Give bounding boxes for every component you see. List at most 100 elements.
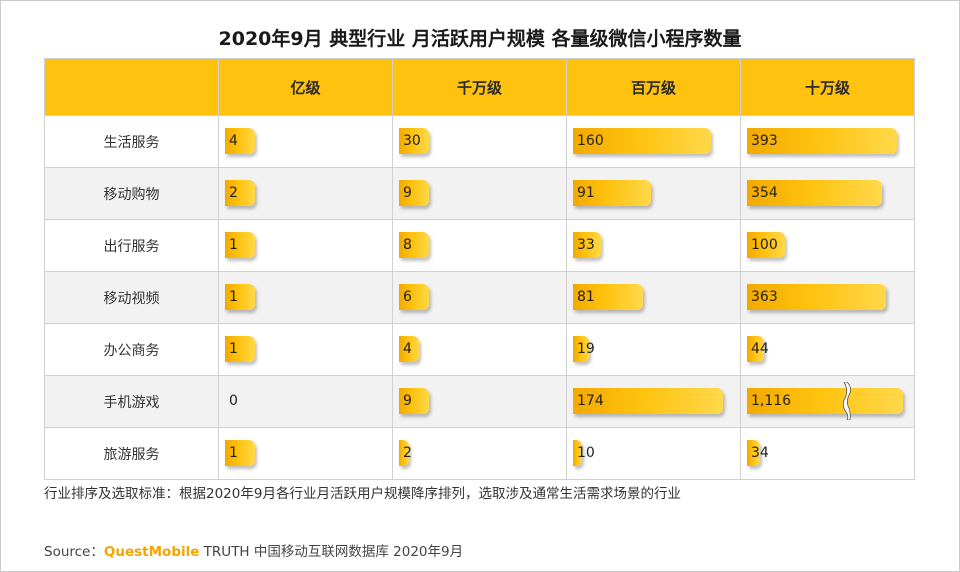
value-label: 363 [751, 289, 778, 305]
table-row: 手机游戏 0 9 174 1,116 [44, 375, 915, 428]
row-category-label: 旅游服务 [44, 427, 219, 480]
table-body: 生活服务 4 30 160 393 移动购物 2 9 91 354 出行服务 1 8 33 100 移动视频 1… [44, 115, 915, 480]
value-cell: 10 [566, 427, 741, 480]
value-label: 8 [403, 237, 412, 253]
axis-break-icon [842, 382, 851, 420]
chart-title: 2020年9月 典型行业 月活跃用户规模 各量级微信小程序数量 [218, 28, 742, 50]
value-bar [225, 440, 255, 466]
value-label: 1 [229, 341, 238, 357]
value-label: 81 [577, 289, 595, 305]
value-bar [573, 388, 723, 414]
value-bar [573, 336, 590, 362]
value-cell: 6 [392, 271, 567, 324]
value-cell: 2 [218, 167, 393, 220]
value-bar [225, 232, 255, 258]
value-bar [399, 180, 429, 206]
source-line: Source：QuestMobile TRUTH 中国移动互联网数据库 2020… [44, 540, 463, 560]
value-bar [225, 336, 255, 362]
column-header: 十万级 [740, 58, 915, 116]
value-cell: 2 [392, 427, 567, 480]
value-cell: 354 [740, 167, 915, 220]
header-row: 亿级 千万级 百万级 十万级 [44, 58, 915, 116]
value-cell: 9 [392, 375, 567, 428]
value-cell: 34 [740, 427, 915, 480]
value-label: 174 [577, 393, 604, 409]
value-bar [747, 336, 764, 362]
value-cell: 1 [218, 271, 393, 324]
value-label: 2 [403, 445, 412, 461]
value-label: 9 [403, 185, 412, 201]
value-bar [747, 180, 883, 206]
value-cell: 30 [392, 115, 567, 168]
row-category-label: 手机游戏 [44, 375, 219, 428]
value-bar [399, 128, 429, 154]
value-label: 9 [403, 393, 412, 409]
row-category-label: 出行服务 [44, 219, 219, 272]
value-cell: 81 [566, 271, 741, 324]
row-category-label: 移动购物 [44, 167, 219, 220]
data-table: 亿级 千万级 百万级 十万级 生活服务 4 30 160 393 移动购物 2 9 91 354 出… [44, 58, 915, 480]
column-header: 千万级 [392, 58, 567, 116]
value-label: 160 [577, 133, 604, 149]
value-bar [573, 440, 582, 466]
value-bar [399, 388, 429, 414]
value-cell: 44 [740, 323, 915, 376]
value-cell: 1,116 [740, 375, 915, 428]
value-cell: 363 [740, 271, 915, 324]
value-cell: 1 [218, 323, 393, 376]
brand-name: QuestMobile [103, 544, 200, 560]
value-label: 1 [229, 237, 238, 253]
value-bar [747, 284, 886, 310]
table-row: 办公商务 1 4 19 44 [44, 323, 915, 376]
value-label: 10 [577, 445, 595, 461]
value-bar [225, 284, 255, 310]
column-header: 亿级 [218, 58, 393, 116]
value-label: 6 [403, 289, 412, 305]
value-bar [225, 128, 255, 154]
value-label: 4 [403, 341, 412, 357]
corner-header [44, 58, 219, 116]
value-cell: 0 [218, 375, 393, 428]
value-label: 19 [577, 341, 595, 357]
source-suffix: TRUTH 中国移动互联网数据库 2020年9月 [199, 544, 464, 560]
value-bar [573, 128, 711, 154]
value-bar [747, 232, 786, 258]
value-label: 33 [577, 237, 595, 253]
value-label: 34 [751, 445, 769, 461]
value-label: 100 [751, 237, 778, 253]
value-cell: 4 [392, 323, 567, 376]
value-bar [573, 284, 643, 310]
value-label: 1 [229, 289, 238, 305]
table-row: 旅游服务 1 2 10 34 [44, 427, 915, 480]
value-label: 44 [751, 341, 769, 357]
value-bar [399, 336, 419, 362]
value-cell: 33 [566, 219, 741, 272]
value-cell: 8 [392, 219, 567, 272]
value-label: 0 [229, 393, 238, 409]
row-category-label: 办公商务 [44, 323, 219, 376]
value-label: 4 [229, 133, 238, 149]
table-row: 移动购物 2 9 91 354 [44, 167, 915, 220]
table-row: 生活服务 4 30 160 393 [44, 115, 915, 168]
value-cell: 91 [566, 167, 741, 220]
footnote: 行业排序及选取标准：根据2020年9月各行业月活跃用户规模降序排列，选取涉及通常… [44, 486, 681, 502]
value-cell: 1 [218, 427, 393, 480]
source-prefix: Source： [44, 544, 104, 560]
row-category-label: 生活服务 [44, 115, 219, 168]
value-bar [399, 284, 429, 310]
value-label: 1,116 [751, 393, 792, 409]
value-bar [747, 128, 897, 154]
value-cell: 174 [566, 375, 741, 428]
value-label: 1 [229, 445, 238, 461]
value-label: 2 [229, 185, 238, 201]
row-category-label: 移动视频 [44, 271, 219, 324]
value-cell: 160 [566, 115, 741, 168]
value-bar [225, 180, 255, 206]
column-header: 百万级 [566, 58, 741, 116]
value-bar [747, 440, 760, 466]
value-cell: 19 [566, 323, 741, 376]
value-label: 393 [751, 133, 778, 149]
value-cell: 100 [740, 219, 915, 272]
value-bar [573, 232, 602, 258]
value-cell: 4 [218, 115, 393, 168]
